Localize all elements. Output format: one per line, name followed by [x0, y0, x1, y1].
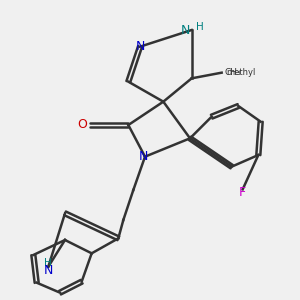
Text: N: N [138, 150, 148, 163]
Text: N: N [44, 264, 53, 277]
Text: F: F [239, 186, 246, 199]
Text: H: H [196, 22, 203, 32]
Text: CH₃: CH₃ [225, 68, 241, 77]
Text: H: H [44, 258, 52, 268]
Text: N: N [135, 40, 145, 53]
Text: methyl: methyl [227, 68, 256, 77]
Text: O: O [77, 118, 87, 131]
Text: N: N [180, 23, 190, 37]
